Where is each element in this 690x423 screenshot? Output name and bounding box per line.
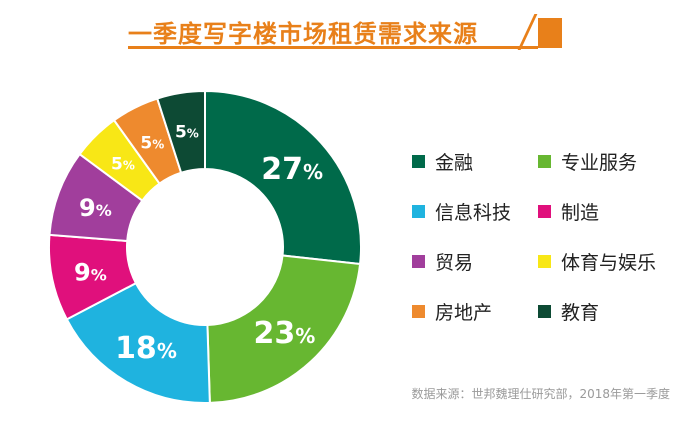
slice-8 bbox=[155, 89, 206, 175]
legend-item-3: 信息科技 bbox=[412, 198, 511, 225]
legend-item-6: 体育与娱乐 bbox=[538, 248, 656, 275]
source-note: 数据来源：世邦魏理仕研究部，2018年第一季度 bbox=[411, 387, 670, 401]
legend-label: 金融 bbox=[435, 152, 474, 174]
legend-swatch bbox=[412, 305, 425, 318]
slice-3 bbox=[65, 281, 211, 404]
data-label-8: 5% bbox=[175, 122, 199, 142]
data-label-6: 5% bbox=[111, 155, 135, 175]
legend-item-1: 金融 bbox=[412, 148, 473, 175]
legend-swatch bbox=[538, 155, 551, 168]
legend-item-8: 教育 bbox=[538, 298, 599, 325]
data-label-1: 27% bbox=[261, 152, 323, 187]
legend-swatch bbox=[538, 305, 551, 318]
slice-2 bbox=[206, 254, 362, 404]
legend-label: 信息科技 bbox=[435, 202, 512, 224]
chart-title: 一季度写字楼市场租赁需求来源 bbox=[128, 20, 478, 48]
title-box-decoration bbox=[538, 18, 562, 48]
donut-chart: 27%23%18%9%9%5%5%5% bbox=[48, 89, 362, 404]
legend-label: 制造 bbox=[561, 202, 600, 224]
legend-swatch bbox=[412, 155, 425, 168]
legend-swatch bbox=[538, 255, 551, 268]
legend-item-2: 专业服务 bbox=[538, 148, 637, 175]
legend-label: 房地产 bbox=[435, 302, 493, 324]
data-label-7: 5% bbox=[140, 134, 164, 154]
legend-item-5: 贸易 bbox=[412, 248, 473, 275]
legend-label: 贸易 bbox=[435, 252, 474, 274]
data-label-5: 9% bbox=[79, 194, 112, 222]
legend-item-4: 制造 bbox=[538, 198, 599, 225]
title-banner: 一季度写字楼市场租赁需求来源 bbox=[128, 10, 562, 52]
legend-label: 教育 bbox=[561, 302, 600, 324]
data-label-3: 18% bbox=[115, 331, 177, 366]
legend-item-7: 房地产 bbox=[412, 298, 492, 325]
data-label-4: 9% bbox=[74, 258, 107, 286]
legend-swatch bbox=[412, 205, 425, 218]
title-slash-decoration bbox=[517, 14, 538, 50]
title-underline bbox=[128, 46, 538, 49]
legend-label: 体育与娱乐 bbox=[561, 252, 657, 274]
legend-swatch bbox=[412, 255, 425, 268]
legend-label: 专业服务 bbox=[561, 152, 638, 174]
data-label-2: 23% bbox=[254, 316, 316, 351]
legend-swatch bbox=[538, 205, 551, 218]
slice-1 bbox=[204, 89, 362, 266]
